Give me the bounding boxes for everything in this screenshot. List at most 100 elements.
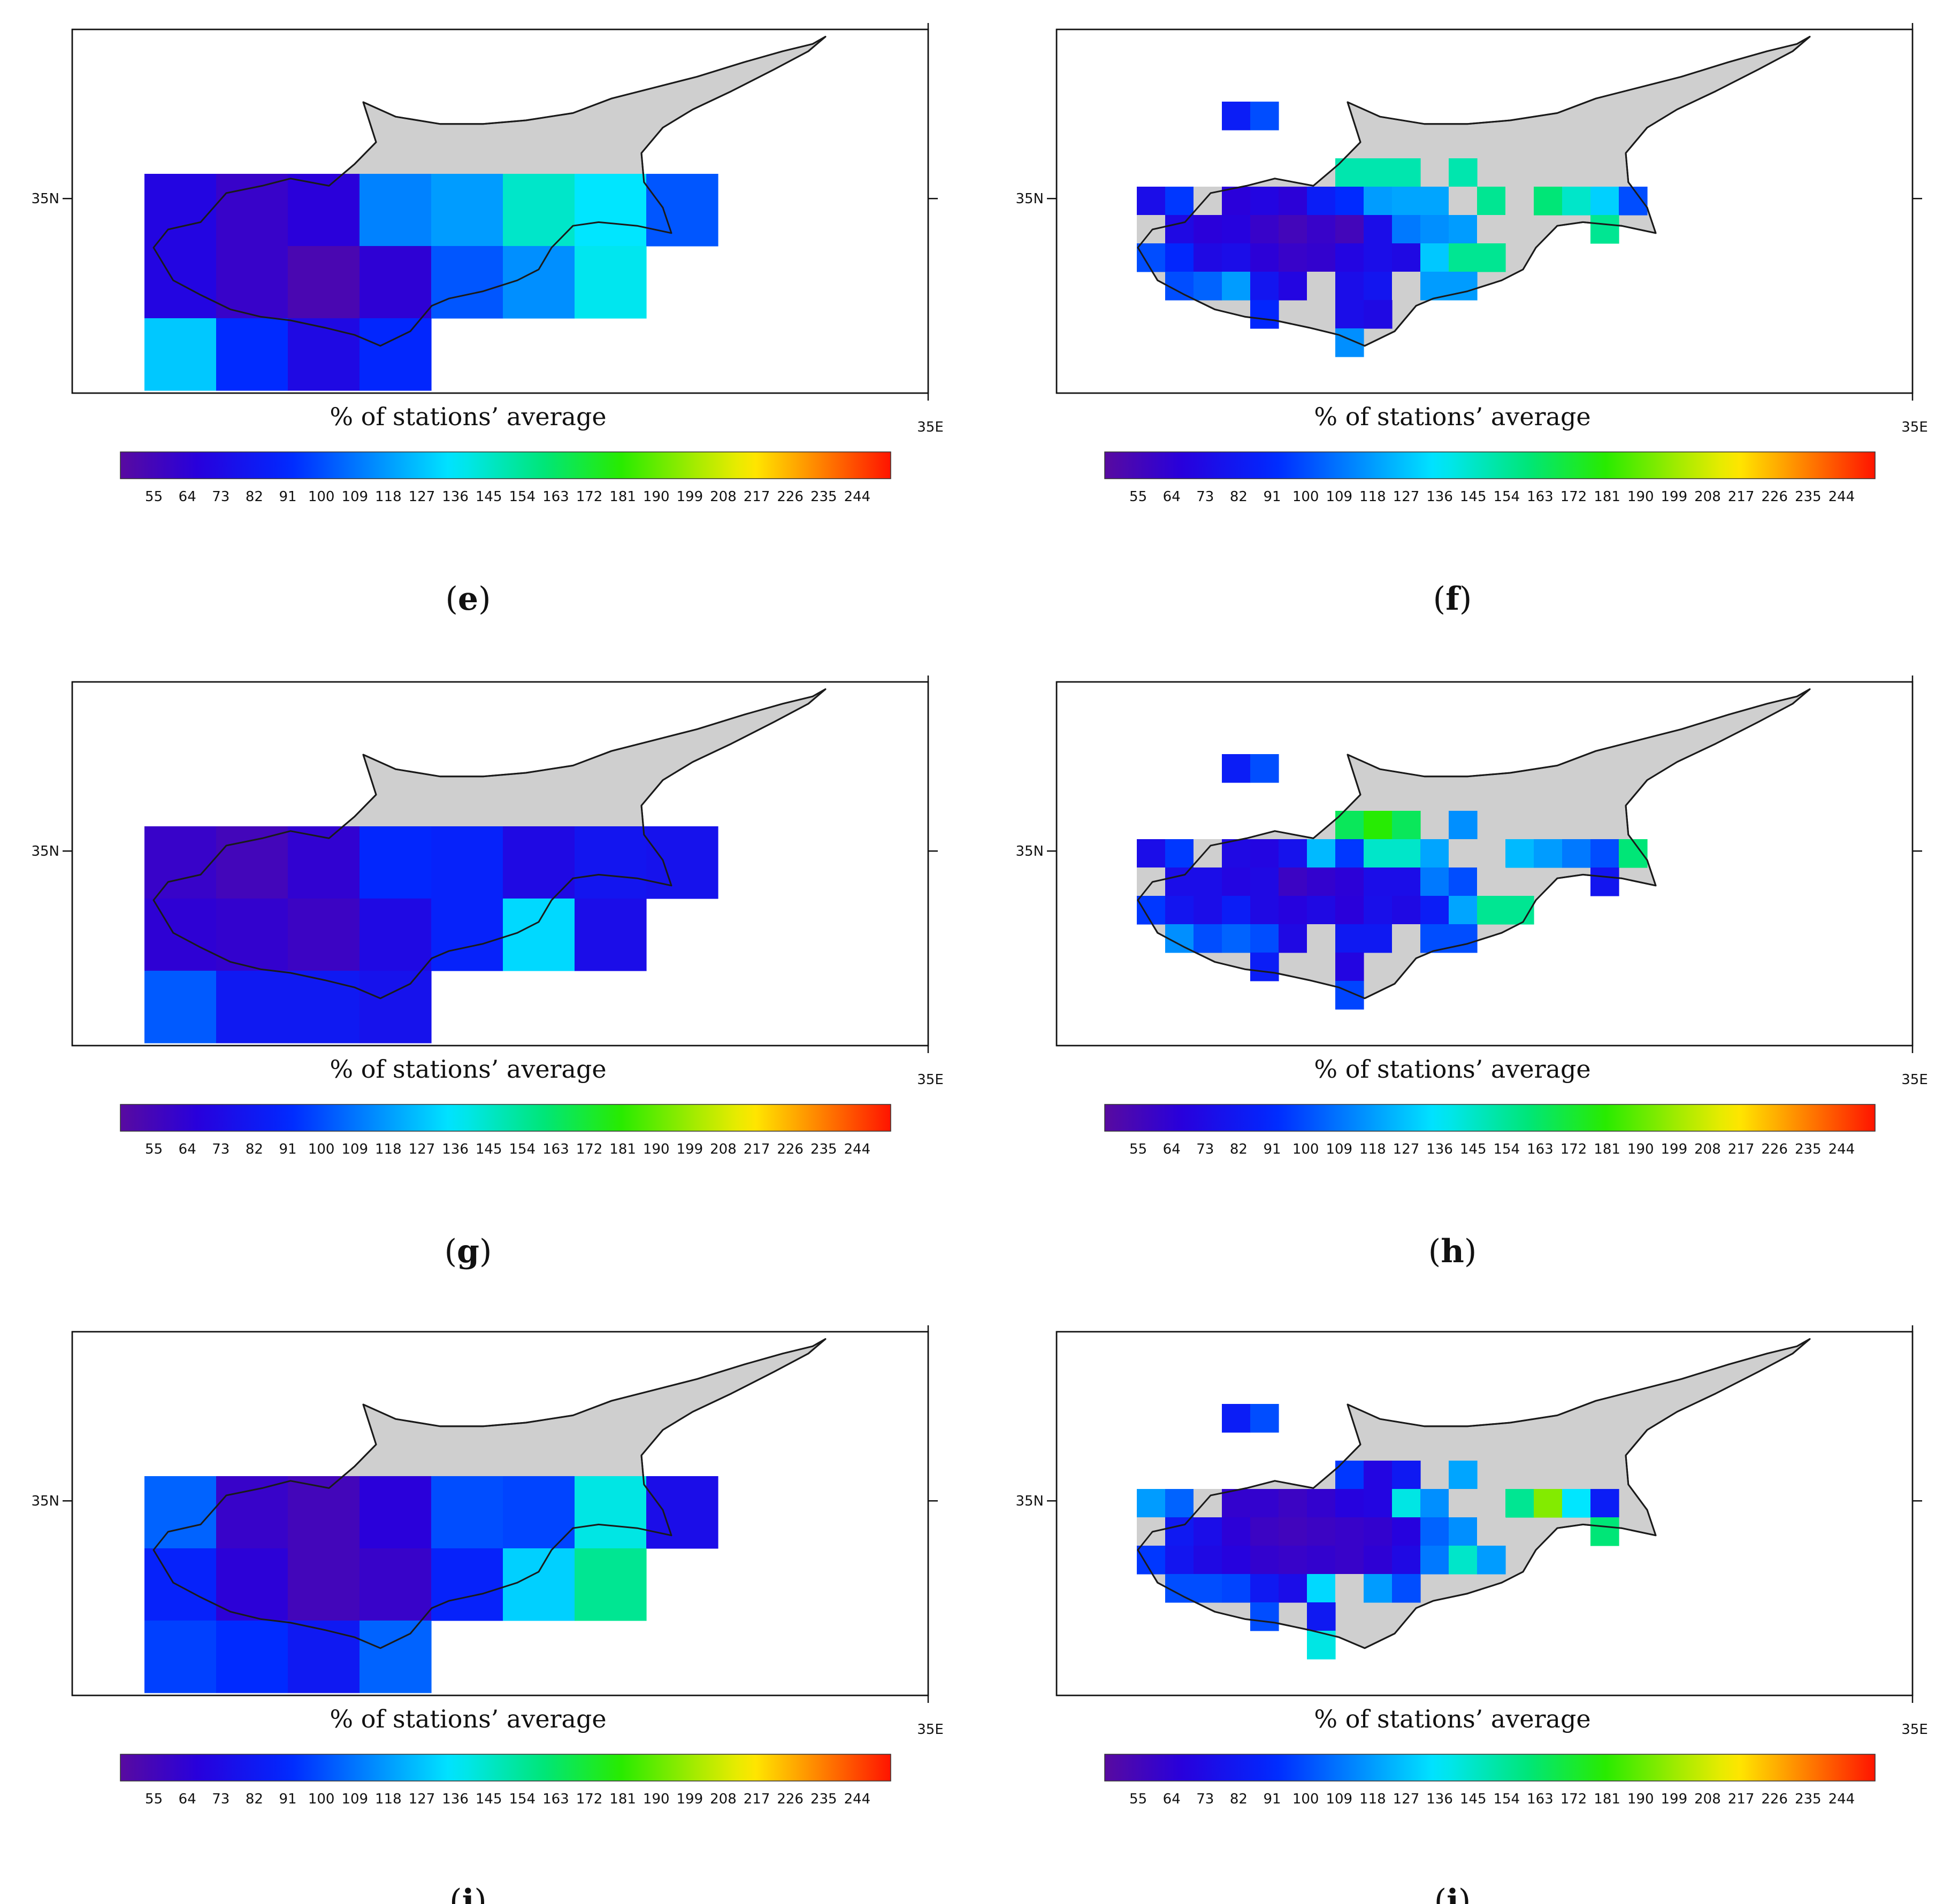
grid-cell [359, 246, 432, 319]
map-panel-i: 35N 35E % of stations’ average 55 64 73 82 91 10… [31, 1325, 944, 1904]
grid-cell [1477, 896, 1506, 925]
grid-cell [1250, 953, 1279, 981]
grid-cell [1477, 1489, 1506, 1518]
map-panel-h: 35N 35E % of stations’ average 55 64 73 82 91 10… [1015, 675, 1928, 1270]
grid-cell [1364, 1517, 1393, 1546]
grid-cell [1392, 1461, 1421, 1490]
colorbar-tick-label: 91 [1263, 1791, 1281, 1807]
colorbar-tick-label: 82 [246, 1791, 263, 1807]
colorbar-tick-label: 55 [1129, 1141, 1147, 1157]
grid-cell [1335, 896, 1364, 925]
colorbar-tick-label: 100 [1292, 1791, 1319, 1807]
grid-cell [1250, 1602, 1279, 1631]
coastline [152, 688, 827, 1000]
grid-cell [1590, 215, 1619, 244]
grid-cell [288, 1476, 360, 1549]
colorbar-tick-label: 208 [1694, 489, 1721, 505]
panel-label: (f) [1433, 580, 1472, 618]
colorbar-tick-label: 181 [609, 1141, 636, 1157]
grid-cell [1222, 102, 1251, 130]
grid-cell [1449, 1489, 1478, 1518]
grid-cell [1222, 187, 1251, 216]
colorbar-tick-label: 73 [1196, 1791, 1214, 1807]
grid-cell [1194, 272, 1222, 301]
colorbar [1105, 452, 1875, 479]
grid-cell [1335, 1489, 1364, 1518]
grid-cell [646, 826, 718, 899]
colorbar-title: % of stations’ average [330, 402, 606, 431]
colorbar-tick-label: 91 [279, 1791, 296, 1807]
grid-cell [1392, 158, 1421, 187]
grid-cell [1250, 243, 1279, 272]
grid-cell [1222, 867, 1251, 896]
colorbar-tick-label: 244 [1829, 1791, 1855, 1807]
grid-cell [1449, 243, 1478, 272]
grid-cell [1194, 215, 1222, 244]
grid-cell [216, 1548, 288, 1621]
map-border [71, 1331, 929, 1696]
colorbar-tick-label: 190 [1627, 1791, 1654, 1807]
grid-cell [575, 1548, 647, 1621]
colorbar-tick-label: 136 [442, 1141, 469, 1157]
grid-cell [1307, 1546, 1336, 1575]
colorbar-tick-label: 235 [1795, 1141, 1822, 1157]
x-axis-label: 35E [917, 1722, 944, 1738]
grid-cell [1392, 867, 1421, 896]
grid-cell [1364, 215, 1393, 244]
grid-cell [1335, 924, 1364, 953]
grid-cell [1137, 839, 1166, 868]
grid-cell [1364, 867, 1393, 896]
colorbar-tick-label: 172 [1560, 489, 1587, 505]
grid-cell [1307, 187, 1336, 216]
grid-cell [288, 246, 360, 319]
grid-cell [1279, 839, 1307, 868]
grid-cells [144, 1476, 718, 1693]
colorbar-tick-label: 226 [1761, 1791, 1788, 1807]
grid-cell [1222, 896, 1251, 925]
grid-cell [1477, 1517, 1506, 1546]
colorbar-tick-label: 154 [509, 489, 536, 505]
colorbar-tick-label: 163 [542, 1791, 569, 1807]
colorbar-tick-label: 199 [1661, 1141, 1688, 1157]
grid-cell [1279, 1517, 1307, 1546]
colorbar-tick-label: 244 [844, 1791, 871, 1807]
grid-cell [1222, 243, 1251, 272]
grid-cells [1137, 102, 1648, 357]
grid-cell [216, 899, 288, 971]
colorbar-tick-label: 64 [1163, 489, 1181, 505]
grid-cell [288, 899, 360, 971]
map-panel-f: 35N 35E % of stations’ average 55 64 73 82 91 10… [1015, 23, 1928, 618]
grid-cells [144, 826, 718, 1043]
colorbar-tick-label: 244 [1829, 489, 1855, 505]
colorbar-tick-label: 91 [279, 1141, 296, 1157]
colorbar-tick-label: 145 [476, 1141, 502, 1157]
grid-cell [1449, 924, 1478, 953]
grid-cell [1364, 896, 1393, 925]
grid-cell [1250, 1404, 1279, 1433]
grid-cell [1250, 215, 1279, 244]
grid-cell [575, 1476, 647, 1549]
grid-cell [1165, 1517, 1194, 1546]
colorbar-tick-label: 217 [744, 489, 770, 505]
grid-cell [1137, 1546, 1166, 1575]
colorbar-tick-label: 109 [341, 1791, 368, 1807]
grid-cell [1279, 896, 1307, 925]
colorbar-tick-label: 235 [1795, 489, 1822, 505]
colorbar [120, 1754, 891, 1781]
grid-cell [1364, 924, 1393, 953]
grid-cell [1222, 215, 1251, 244]
grid-cell [1194, 896, 1222, 925]
grid-cell [1392, 1574, 1421, 1603]
grid-cell [359, 971, 432, 1043]
grid-cell [1449, 272, 1478, 301]
colorbar-tick-label: 64 [1163, 1791, 1181, 1807]
colorbar-tick-label: 55 [1129, 1791, 1147, 1807]
colorbar-tick-label: 199 [1661, 489, 1688, 505]
grid-cell [1420, 1489, 1449, 1518]
grid-cell [646, 174, 718, 247]
colorbar-tick-label: 226 [1761, 1141, 1788, 1157]
grid-cell [1364, 158, 1393, 187]
grid-cell [1477, 243, 1506, 272]
colorbar-tick-label: 64 [1163, 1141, 1181, 1157]
grid-cell [1194, 1574, 1222, 1603]
